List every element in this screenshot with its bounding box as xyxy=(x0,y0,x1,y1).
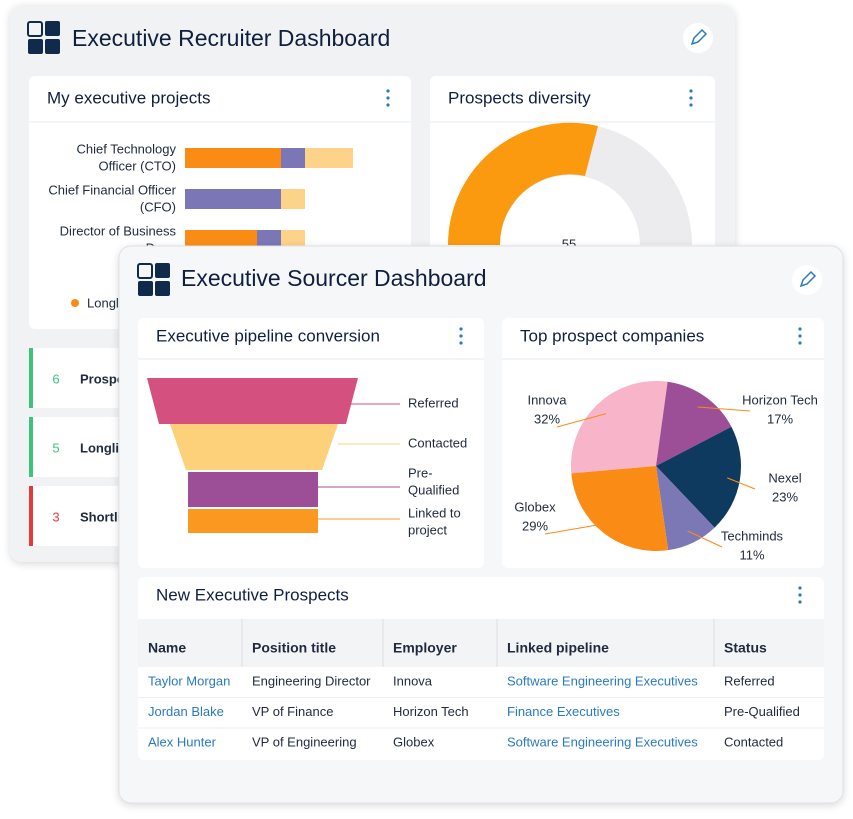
bar-segment xyxy=(185,148,281,168)
title: Executive Sourcer Dashboard xyxy=(181,265,487,291)
slice-name: Globex xyxy=(514,499,556,514)
stat-label: Longlis xyxy=(80,440,126,455)
cell: Horizon Tech xyxy=(393,704,469,719)
slice-value: 29% xyxy=(522,518,548,533)
leader-line xyxy=(544,522,612,535)
pie-slice xyxy=(656,466,715,551)
label: Pre- xyxy=(408,465,433,480)
edit-button[interactable] xyxy=(683,23,713,53)
column-header: Status xyxy=(724,640,767,656)
cell: Globex xyxy=(393,734,435,749)
stat-value: 3 xyxy=(52,509,59,524)
cell: VP of Finance xyxy=(252,704,333,719)
cell: Pre-Qualified xyxy=(724,704,800,719)
stat-accent xyxy=(29,486,33,546)
card-title: Executive pipeline conversion xyxy=(156,326,380,345)
cell: Finance Executives xyxy=(507,704,620,719)
label: Officer (CTO) xyxy=(98,158,176,173)
bar-segment xyxy=(257,230,281,250)
label: Qualified xyxy=(408,482,459,497)
cell: Alex Hunter xyxy=(148,734,217,749)
stat-accent xyxy=(29,348,33,408)
pie-slice xyxy=(571,466,669,551)
leader-line xyxy=(556,413,607,428)
cell: Referred xyxy=(724,673,775,688)
cell: Software Engineering Executives xyxy=(507,734,698,749)
card-title: My executive projects xyxy=(47,88,210,107)
stat-value: 6 xyxy=(52,371,59,386)
column-header: Position title xyxy=(252,640,336,656)
stat-accent xyxy=(29,417,33,477)
stat-value: 5 xyxy=(52,440,59,455)
card-title: Prospects diversity xyxy=(448,88,591,107)
stat-tile xyxy=(29,486,129,546)
label: Referred xyxy=(408,395,459,410)
stat-tile xyxy=(29,348,129,408)
slice-value: 11% xyxy=(739,547,764,562)
sourcer-dashboard: Executive Sourcer Dashboard Executive pi… xyxy=(118,245,844,804)
cell: Innova xyxy=(393,673,433,688)
cell: Jordan Blake xyxy=(148,704,224,719)
label: Contacted xyxy=(408,435,467,450)
stat-tile xyxy=(29,417,129,477)
card-title: Top prospect companies xyxy=(520,326,704,345)
column-header: Name xyxy=(148,640,186,656)
slice-name: Techminds xyxy=(721,528,784,543)
stat-label: Shortli xyxy=(80,509,121,524)
pie-slice xyxy=(570,380,668,474)
slice-name: Horizon Tech xyxy=(742,392,818,407)
cell: VP of Engineering xyxy=(252,734,357,749)
bar-segment xyxy=(185,189,281,209)
bar-segment xyxy=(305,148,353,168)
legend-label: Longl xyxy=(87,295,119,310)
legend-marker xyxy=(71,299,79,307)
cell: Software Engineering Executives xyxy=(507,673,698,688)
cell: Contacted xyxy=(724,734,783,749)
stat-label: Prospe xyxy=(80,371,124,386)
cell: Engineering Director xyxy=(252,673,371,688)
slice-value: 23% xyxy=(772,489,798,504)
label: Director of Business xyxy=(60,223,177,238)
slice-value: 17% xyxy=(767,411,793,426)
edit-button[interactable] xyxy=(792,265,822,295)
label: Chief Financial Officer xyxy=(48,182,176,197)
slice-value: 32% xyxy=(534,411,560,426)
bar-segment xyxy=(281,148,305,168)
card-title: New Executive Prospects xyxy=(156,585,349,604)
label: project xyxy=(408,522,447,537)
label: (CFO) xyxy=(140,199,176,214)
leader-line xyxy=(727,477,756,490)
bar-segment xyxy=(281,230,305,250)
bar-segment xyxy=(185,230,257,250)
title: Executive Recruiter Dashboard xyxy=(72,25,390,51)
slice-name: Innova xyxy=(527,392,567,407)
pie-slice xyxy=(656,381,732,466)
slice-name: Nexel xyxy=(768,470,801,485)
leader-line xyxy=(697,406,751,412)
label: Chief Technology xyxy=(77,141,177,156)
column-header: Linked pipeline xyxy=(507,640,609,656)
bar-segment xyxy=(281,189,305,209)
label: Linked to xyxy=(408,505,461,520)
leader-line xyxy=(687,530,723,548)
cell: Taylor Morgan xyxy=(148,673,230,688)
pie-slice xyxy=(656,426,741,528)
column-header: Employer xyxy=(393,640,457,656)
